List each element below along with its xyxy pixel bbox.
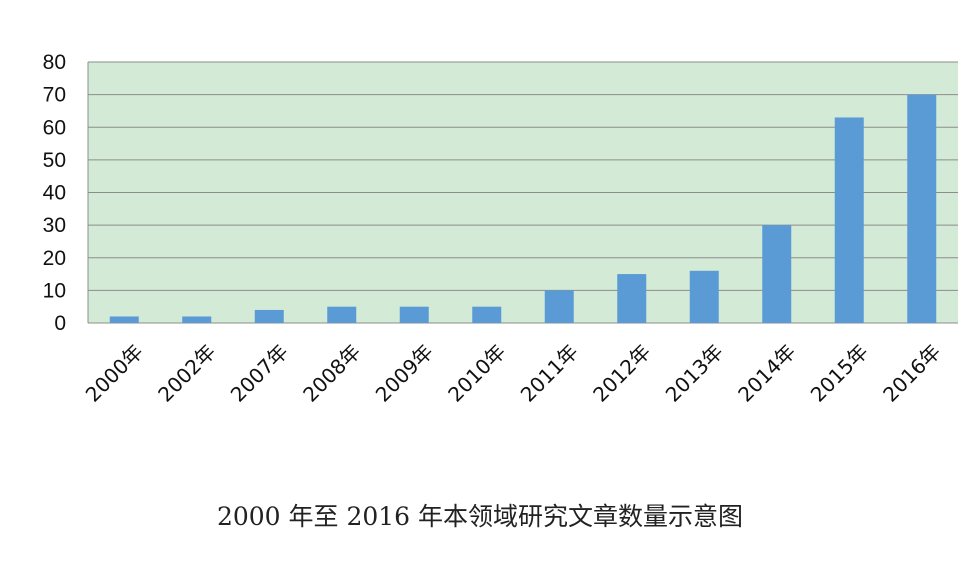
- bar: [617, 274, 647, 323]
- bar: [327, 306, 357, 323]
- bar: [762, 225, 792, 323]
- x-tick-label: 2008年: [298, 340, 365, 407]
- x-tick-label: 2016年: [878, 340, 945, 407]
- x-tick-label: 2010年: [443, 340, 510, 407]
- x-axis-ticks: 2000年 2002年 2007年 2008年 2009年 2010年 2011年 2012年…: [81, 340, 946, 407]
- x-tick-label: 2002年: [153, 340, 220, 407]
- bar: [399, 306, 429, 323]
- y-tick-label: 50: [43, 149, 66, 172]
- bar: [907, 94, 937, 323]
- x-tick-label: 2000年: [81, 340, 148, 407]
- y-axis-ticks: 0 10 20 30 40 50 60 70 80: [43, 51, 66, 335]
- bar: [182, 316, 212, 323]
- x-tick-label: 2009年: [371, 340, 438, 407]
- x-tick-label: 2014年: [733, 340, 800, 407]
- bar: [544, 290, 574, 323]
- bar: [689, 270, 719, 323]
- gridlines: [87, 61, 958, 324]
- y-tick-label: 20: [43, 247, 66, 270]
- bar: [109, 316, 139, 323]
- y-tick-label: 30: [43, 214, 66, 237]
- bar: [472, 306, 502, 323]
- bar: [834, 117, 864, 324]
- x-tick-label: 2015年: [806, 340, 873, 407]
- y-tick-label: 60: [43, 116, 66, 139]
- x-tick-label: 2013年: [661, 340, 728, 407]
- y-tick-label: 70: [43, 84, 66, 107]
- x-tick-label: 2011年: [516, 340, 583, 407]
- y-tick-label: 10: [43, 279, 66, 302]
- chart-title: 2000 年至 2016 年本领域研究文章数量示意图: [216, 502, 744, 531]
- y-tick-label: 0: [54, 312, 66, 335]
- bar: [254, 309, 284, 323]
- y-tick-label: 40: [43, 182, 66, 205]
- y-tick-label: 80: [43, 51, 66, 74]
- x-tick-label: 2007年: [226, 340, 293, 407]
- x-tick-label: 2012年: [588, 340, 655, 407]
- bars: [109, 94, 937, 324]
